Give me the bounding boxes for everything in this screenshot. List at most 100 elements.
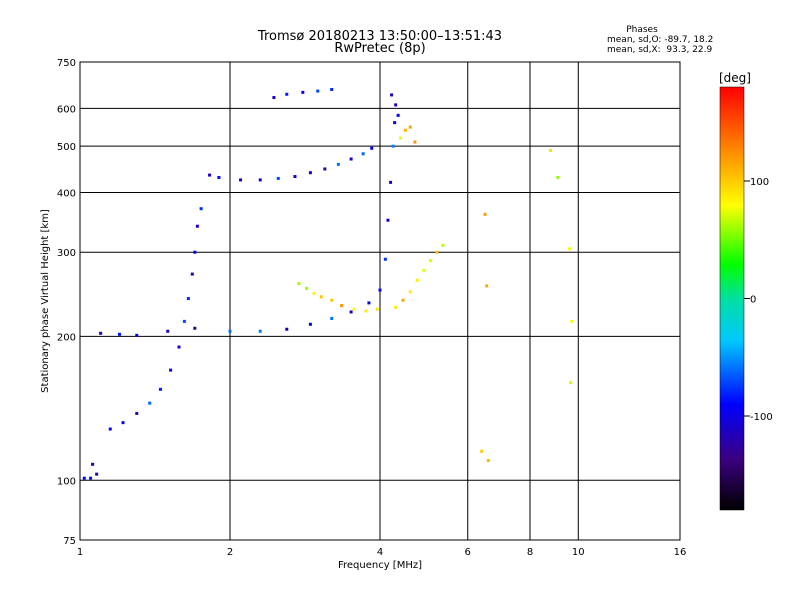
data-point-o xyxy=(121,421,125,425)
data-point-o xyxy=(378,288,382,292)
y-axis: 75 100 200 300 400 500 600 750 xyxy=(57,58,76,547)
data-point-o xyxy=(195,224,199,228)
data-point-o xyxy=(82,476,86,480)
data-point-x xyxy=(340,304,344,308)
chart-title: Tromsø 20180213 13:50:00–13:51:43 xyxy=(257,29,502,44)
data-point-x xyxy=(408,125,412,129)
legend-line-x: mean, sd,X: 93.3, 22.9 xyxy=(607,45,713,55)
data-point-o xyxy=(190,272,194,276)
colorbar-tick-label: 0 xyxy=(750,295,756,306)
y-tick-label: 400 xyxy=(57,188,76,199)
data-point-o xyxy=(117,332,121,336)
data-point-o xyxy=(285,327,289,331)
data-point-o xyxy=(169,368,173,372)
data-point-o xyxy=(389,180,393,184)
y-tick-label: 300 xyxy=(57,248,76,259)
colorbar-tick-label: 100 xyxy=(750,177,769,188)
data-point-o xyxy=(158,387,162,391)
data-point-x xyxy=(556,175,560,179)
data-point-o xyxy=(367,301,371,305)
data-point-o xyxy=(272,96,276,100)
data-point-x xyxy=(319,295,323,299)
data-point-o xyxy=(148,401,152,405)
y-tick-label: 500 xyxy=(57,142,76,153)
data-point-o xyxy=(228,329,232,333)
data-point-o xyxy=(193,326,197,330)
colorbar-ticks: 100 0 -100 xyxy=(744,177,773,423)
data-points xyxy=(82,87,574,480)
data-point-o xyxy=(336,162,340,166)
data-point-o xyxy=(308,171,312,175)
data-point-x xyxy=(297,282,301,286)
data-point-x xyxy=(428,259,432,263)
colorbar-label: [deg] xyxy=(719,71,751,85)
data-point-o xyxy=(383,257,387,261)
data-point-o xyxy=(285,92,289,96)
data-point-o xyxy=(182,319,186,323)
legend-line-o: mean, sd,O: -89.7, 18.2 xyxy=(607,35,713,45)
data-point-o xyxy=(349,310,353,314)
data-point-x xyxy=(375,307,379,311)
data-point-x xyxy=(570,319,574,323)
data-point-o xyxy=(258,178,262,182)
data-point-x xyxy=(486,458,490,462)
data-point-o xyxy=(293,175,297,179)
colorbar-tick-label: -100 xyxy=(750,412,773,423)
data-point-o xyxy=(166,329,170,333)
data-point-o xyxy=(301,90,305,94)
data-point-x xyxy=(435,250,439,254)
data-point-o xyxy=(108,427,112,431)
data-point-o xyxy=(91,462,95,466)
data-point-x xyxy=(549,148,553,152)
x-tick-label: 1 xyxy=(77,547,83,558)
data-point-o xyxy=(370,146,374,150)
x-tick-label: 4 xyxy=(377,547,383,558)
x-tick-label: 2 xyxy=(227,547,233,558)
colorbar xyxy=(719,86,745,511)
data-point-o xyxy=(323,167,327,171)
data-point-o xyxy=(386,218,390,222)
data-point-o xyxy=(135,411,139,415)
y-tick-label: 75 xyxy=(63,536,76,547)
data-point-x xyxy=(483,212,487,216)
x-axis-label: Frequency [MHz] xyxy=(338,560,422,571)
data-point-o xyxy=(390,93,394,97)
data-point-o xyxy=(276,176,280,180)
plot-frame xyxy=(79,61,681,541)
grid-lines xyxy=(80,62,680,540)
data-point-o xyxy=(393,121,397,125)
data-point-o xyxy=(258,329,262,333)
data-point-o xyxy=(208,173,212,177)
data-point-o xyxy=(186,297,190,301)
data-point-x xyxy=(408,290,412,294)
y-axis-label: Stationary phase Virtual Height [km] xyxy=(40,209,51,393)
y-tick-label: 750 xyxy=(57,58,76,69)
data-point-o xyxy=(394,103,398,107)
data-point-x xyxy=(312,291,316,295)
data-point-o xyxy=(316,89,320,93)
x-tick-label: 10 xyxy=(572,547,585,558)
data-point-x xyxy=(422,268,426,272)
legend-title: Phases xyxy=(626,25,658,35)
x-tick-label: 6 xyxy=(465,547,471,558)
data-point-o xyxy=(199,207,203,211)
data-point-o xyxy=(349,157,353,161)
data-point-x xyxy=(441,243,445,247)
data-point-o xyxy=(391,144,395,148)
data-point-o xyxy=(396,113,400,117)
y-tick-label: 600 xyxy=(57,104,76,115)
x-tick-label: 16 xyxy=(674,547,687,558)
data-point-o xyxy=(99,331,103,335)
data-point-x xyxy=(305,286,309,290)
y-tick-label: 100 xyxy=(57,476,76,487)
x-tick-label: 8 xyxy=(527,547,533,558)
x-axis: 1 2 4 6 8 10 16 xyxy=(77,547,687,558)
data-point-x xyxy=(394,305,398,309)
data-point-o xyxy=(135,333,139,337)
data-point-o xyxy=(330,87,334,91)
data-point-x xyxy=(480,449,484,453)
data-point-x xyxy=(401,298,405,302)
data-point-x xyxy=(569,381,573,385)
data-point-x xyxy=(352,307,356,311)
